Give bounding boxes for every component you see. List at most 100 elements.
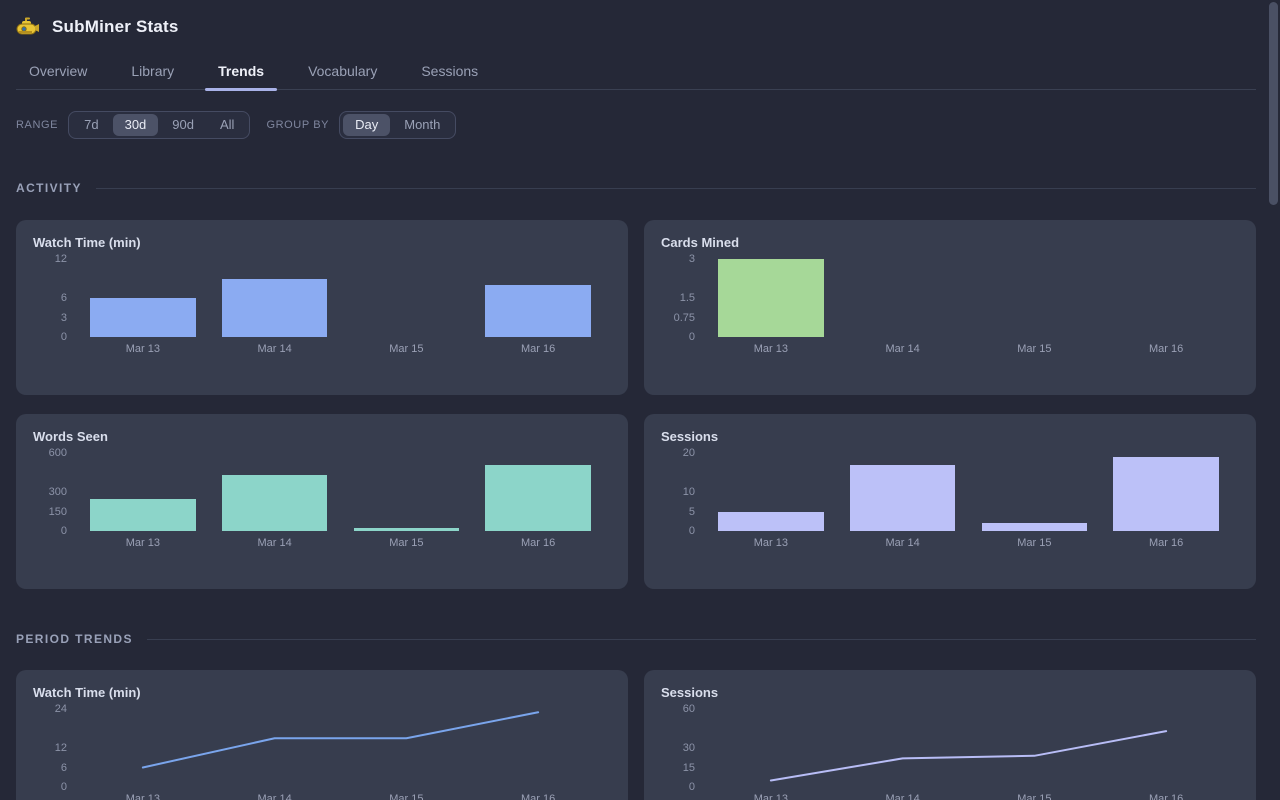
chart-card-sessions: Sessions 20 10 5 0 Mar 13 Mar 14 Mar 15 Mar 16 bbox=[644, 414, 1256, 589]
x-axis-label: Mar 15 bbox=[1017, 537, 1052, 549]
groupby-option-day[interactable]: Day bbox=[343, 114, 391, 136]
chart-card-watch-time: Watch Time (min) 12 6 3 0 Mar 13 Mar 14 Mar 15… bbox=[16, 220, 628, 395]
chart-card-words-seen: Words Seen 600 300 150 0 Mar 13 Mar 14 Mar 15 M… bbox=[16, 414, 628, 589]
groupby-label: GROUP BY bbox=[266, 119, 330, 131]
x-axis: Mar 13 Mar 14 Mar 15 Mar 16 bbox=[705, 537, 1232, 549]
bar-slot bbox=[969, 259, 1101, 337]
watch-time-bar-chart: 12 6 3 0 Mar 13 Mar 14 Mar 15 Mar 16 bbox=[33, 253, 612, 355]
chart-card-watch-time-trend: Watch Time (min) 24 12 6 0 Mar 13 Mar 14 Mar 1… bbox=[16, 670, 628, 800]
y-tick-label: 0 bbox=[60, 525, 67, 537]
y-tick-label: 0 bbox=[688, 525, 695, 537]
bar-slot bbox=[77, 259, 209, 337]
cards-mined-bar-chart: 3 1.5 0.75 0 Mar 13 Mar 14 Mar 15 Mar 16 bbox=[661, 253, 1240, 355]
chart-title: Cards Mined bbox=[661, 235, 740, 250]
range-option-90d[interactable]: 90d bbox=[160, 114, 206, 136]
y-tick-label: 12 bbox=[54, 253, 67, 265]
section-header-activity: ACTIVITY bbox=[16, 181, 1256, 195]
x-axis-label: Mar 16 bbox=[521, 343, 556, 355]
y-axis: 600 300 150 0 bbox=[33, 447, 77, 537]
bar-slot bbox=[341, 259, 473, 337]
tab-trends[interactable]: Trends bbox=[205, 56, 277, 91]
x-axis-label: Mar 15 bbox=[389, 537, 424, 549]
y-axis: 60 30 15 0 bbox=[661, 703, 705, 793]
range-option-7d[interactable]: 7d bbox=[72, 114, 110, 136]
tab-overview[interactable]: Overview bbox=[29, 63, 88, 79]
line-plot-area bbox=[705, 709, 1232, 787]
tab-sessions[interactable]: Sessions bbox=[421, 63, 479, 79]
bar bbox=[1113, 456, 1219, 531]
chart-card-cards-mined: Cards Mined 3 1.5 0.75 0 Mar 13 Mar 14 Mar 15 M… bbox=[644, 220, 1256, 395]
range-option-30d[interactable]: 30d bbox=[112, 114, 159, 136]
bar bbox=[485, 464, 591, 531]
chart-title: Words Seen bbox=[33, 429, 108, 444]
section-title-activity: ACTIVITY bbox=[16, 181, 82, 195]
y-axis: 24 12 6 0 bbox=[33, 703, 77, 793]
y-axis: 3 1.5 0.75 0 bbox=[661, 253, 705, 343]
x-axis-label: Mar 13 bbox=[125, 793, 160, 800]
y-tick-label: 150 bbox=[48, 505, 67, 518]
x-axis-label: Mar 14 bbox=[885, 537, 920, 549]
x-axis-label: Mar 16 bbox=[521, 537, 556, 549]
y-axis: 20 10 5 0 bbox=[661, 447, 705, 537]
range-label: RANGE bbox=[16, 119, 59, 131]
bar-slot bbox=[77, 453, 209, 531]
y-tick-label: 30 bbox=[682, 742, 695, 754]
chart-title: Sessions bbox=[661, 429, 719, 444]
x-axis-label: Mar 16 bbox=[1149, 793, 1184, 800]
chart-title: Watch Time (min) bbox=[33, 685, 141, 700]
sessions-bar-chart: 20 10 5 0 Mar 13 Mar 14 Mar 15 Mar 16 bbox=[661, 447, 1240, 549]
x-axis-label: Mar 14 bbox=[885, 793, 920, 800]
bar bbox=[90, 498, 196, 531]
x-axis-label: Mar 13 bbox=[125, 537, 160, 549]
bar bbox=[849, 464, 956, 531]
range-option-all[interactable]: All bbox=[208, 114, 246, 136]
submarine-icon bbox=[16, 17, 40, 37]
tab-library[interactable]: Library bbox=[131, 63, 175, 79]
vertical-scrollbar-thumb[interactable] bbox=[1269, 2, 1278, 205]
bar bbox=[718, 259, 824, 337]
chart-title: Watch Time (min) bbox=[33, 235, 141, 250]
x-axis-label: Mar 13 bbox=[125, 343, 160, 355]
tab-vocabulary[interactable]: Vocabulary bbox=[308, 63, 378, 79]
trend-line bbox=[143, 712, 538, 767]
section-divider bbox=[146, 638, 1256, 640]
tab-bar: Overview Library Trends Vocabulary Sessi… bbox=[16, 56, 1256, 91]
y-tick-label: 600 bbox=[48, 447, 67, 459]
watch-time-line-chart: 24 12 6 0 Mar 13 Mar 14 Mar 15 Mar 16 bbox=[33, 703, 612, 800]
x-axis-label: Mar 16 bbox=[521, 793, 556, 800]
trend-line bbox=[771, 731, 1166, 780]
bar-plot-area bbox=[77, 453, 604, 531]
section-header-period-trends: PERIOD TRENDS bbox=[16, 632, 1256, 646]
period-trends-charts-grid: Watch Time (min) 24 12 6 0 Mar 13 Mar 14 Mar 1… bbox=[16, 670, 1256, 800]
groupby-option-month[interactable]: Month bbox=[392, 114, 452, 136]
bar bbox=[353, 527, 460, 531]
y-tick-label: 0 bbox=[688, 781, 695, 793]
y-tick-label: 0 bbox=[60, 331, 67, 343]
bar-slot bbox=[1100, 453, 1232, 531]
x-axis-label: Mar 15 bbox=[389, 343, 424, 355]
y-tick-label: 12 bbox=[54, 742, 67, 754]
line-plot-area bbox=[77, 709, 604, 787]
x-axis: Mar 13 Mar 14 Mar 15 Mar 16 bbox=[77, 343, 604, 355]
page-title: SubMiner Stats bbox=[52, 17, 179, 36]
bar-plot-area bbox=[77, 259, 604, 337]
x-axis: Mar 13 Mar 14 Mar 15 Mar 16 bbox=[705, 343, 1232, 355]
x-axis: Mar 13 Mar 14 Mar 15 Mar 16 bbox=[77, 537, 604, 549]
x-axis-label: Mar 14 bbox=[257, 537, 292, 549]
app-header: SubMiner Stats bbox=[16, 14, 1256, 40]
x-axis-label: Mar 14 bbox=[257, 793, 292, 800]
words-seen-bar-chart: 600 300 150 0 Mar 13 Mar 14 Mar 15 Mar 16 bbox=[33, 447, 612, 549]
y-tick-label: 3 bbox=[60, 311, 67, 324]
bar-slot bbox=[341, 453, 473, 531]
sessions-line-chart: 60 30 15 0 Mar 13 Mar 14 Mar 15 Mar 16 bbox=[661, 703, 1240, 800]
x-axis-label: Mar 16 bbox=[1149, 343, 1184, 355]
y-tick-label: 10 bbox=[682, 486, 695, 498]
x-axis-label: Mar 13 bbox=[753, 793, 788, 800]
bar bbox=[981, 523, 1088, 531]
bar-slot bbox=[837, 453, 969, 531]
bar-slot bbox=[209, 453, 341, 531]
x-axis-label: Mar 14 bbox=[257, 343, 292, 355]
activity-charts-grid: Watch Time (min) 12 6 3 0 Mar 13 Mar 14 Mar 15… bbox=[16, 220, 1256, 589]
bar bbox=[221, 475, 328, 531]
